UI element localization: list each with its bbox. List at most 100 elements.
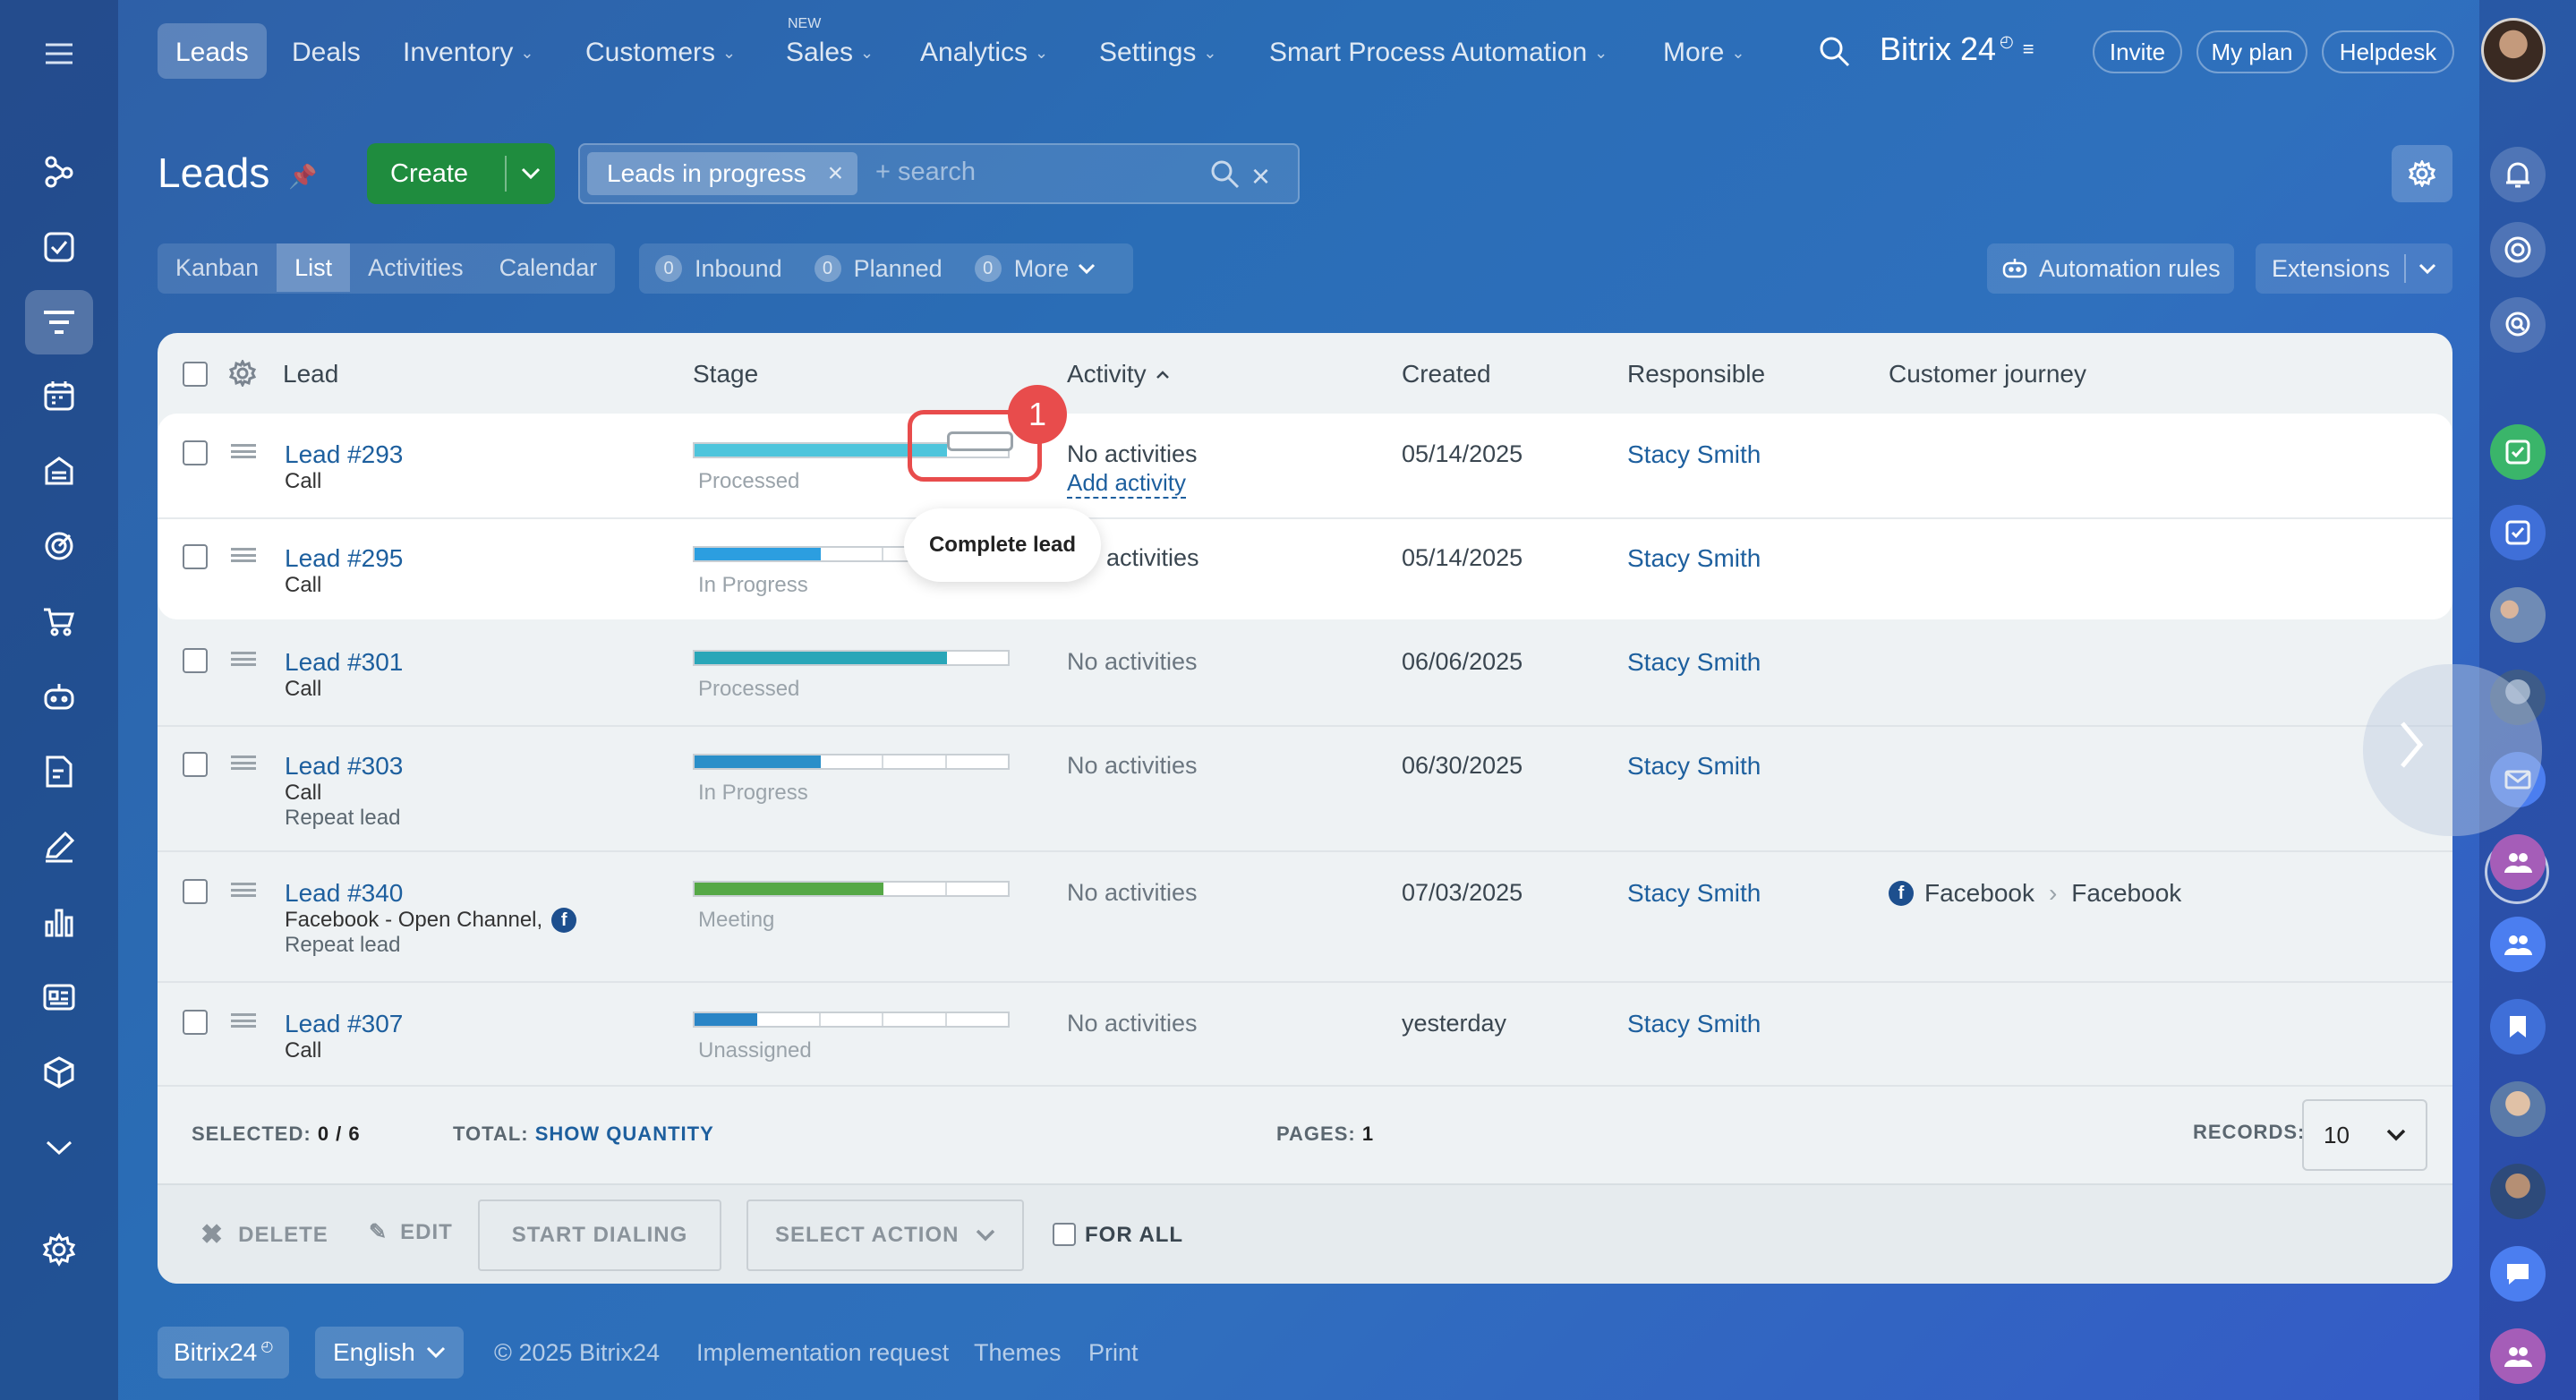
nav-item-deals[interactable]: Deals: [292, 38, 361, 67]
group-avatar[interactable]: [2490, 670, 2546, 725]
lead-link[interactable]: Lead #293: [285, 440, 404, 468]
tab-kanban[interactable]: Kanban: [175, 253, 260, 281]
stage-segment[interactable]: [820, 444, 884, 457]
drag-handle-icon[interactable]: [231, 444, 256, 458]
counter-planned[interactable]: 0 Planned: [814, 255, 943, 283]
scroll-right-button[interactable]: [2363, 664, 2542, 836]
stage-segment[interactable]: [820, 652, 884, 664]
close-icon[interactable]: ×: [827, 158, 844, 188]
drag-handle-icon[interactable]: [231, 652, 256, 666]
responsible-link[interactable]: Stacy Smith: [1627, 440, 1761, 468]
counter-inbound[interactable]: 0 Inbound: [655, 255, 782, 283]
responsible-link[interactable]: Stacy Smith: [1627, 544, 1761, 572]
print-link[interactable]: Print: [1088, 1339, 1139, 1366]
stage-segment[interactable]: [695, 444, 758, 457]
responsible-link[interactable]: Stacy Smith: [1627, 879, 1761, 907]
add-activity-link[interactable]: Add activity: [1067, 469, 1186, 499]
target-icon[interactable]: [2490, 222, 2546, 277]
column-header-responsible[interactable]: Responsible: [1627, 360, 1766, 388]
stage-progress-bar[interactable]: [693, 881, 1010, 897]
for-all-checkbox[interactable]: [1053, 1223, 1076, 1246]
stage-segment[interactable]: [821, 548, 884, 560]
lead-link[interactable]: Lead #340: [285, 879, 404, 907]
stage-segment[interactable]: [883, 1013, 947, 1026]
extensions-button[interactable]: Extensions: [2256, 243, 2452, 294]
search-icon[interactable]: [1210, 159, 1241, 190]
tab-list[interactable]: List: [277, 243, 351, 292]
stage-segment[interactable]: [947, 1013, 1008, 1026]
select-all-checkbox[interactable]: [183, 362, 208, 387]
pen-icon[interactable]: [36, 824, 82, 870]
drag-handle-icon[interactable]: [231, 548, 256, 562]
helpdesk-button[interactable]: Helpdesk: [2322, 30, 2454, 73]
chat-bubble-icon[interactable]: [2490, 1246, 2546, 1302]
drag-handle-icon[interactable]: [231, 883, 256, 897]
notifications-bell-icon[interactable]: [2490, 147, 2546, 202]
bookmark-icon[interactable]: [2490, 999, 2546, 1054]
contact-avatar[interactable]: [2490, 1164, 2546, 1219]
complete-lead-segment[interactable]: [947, 431, 1013, 451]
stage-progress-bar[interactable]: [693, 1012, 1010, 1028]
nav-item-settings[interactable]: Settings ⌄: [1099, 38, 1217, 67]
row-checkbox[interactable]: [183, 648, 208, 673]
stage-segment[interactable]: [695, 883, 758, 895]
stage-segment[interactable]: [757, 755, 821, 768]
column-header-customer-journey[interactable]: Customer journey: [1889, 360, 2086, 388]
automation-rules-button[interactable]: Automation rules: [1987, 243, 2234, 294]
tasks-icon[interactable]: [36, 224, 82, 270]
tab-calendar[interactable]: Calendar: [499, 253, 598, 281]
responsible-link[interactable]: Stacy Smith: [1627, 1010, 1761, 1037]
nav-item-smart-process-automation[interactable]: Smart Process Automation ⌄: [1269, 38, 1608, 67]
chevron-down-icon[interactable]: [36, 1124, 82, 1171]
implementation-request-link[interactable]: Implementation request: [696, 1339, 950, 1366]
stage-progress-bar[interactable]: [693, 442, 1010, 458]
calendar-icon[interactable]: [36, 372, 82, 419]
language-select[interactable]: English: [315, 1327, 464, 1379]
stage-segment[interactable]: [695, 1013, 758, 1026]
search-icon[interactable]: [1819, 36, 1851, 68]
delete-button[interactable]: ✖ DELETE: [200, 1220, 328, 1250]
stage-segment[interactable]: [695, 548, 758, 560]
row-checkbox[interactable]: [183, 544, 208, 569]
stage-segment[interactable]: [757, 652, 821, 664]
brand-logo[interactable]: Bitrix 24 ◴ ≡: [1880, 30, 2034, 67]
filter-search-box[interactable]: [578, 143, 1300, 204]
document-icon[interactable]: [36, 748, 82, 795]
my-plan-button[interactable]: My plan: [2196, 30, 2307, 73]
column-header-stage[interactable]: Stage: [693, 360, 759, 388]
analytics-icon[interactable]: [36, 899, 82, 945]
stage-segment[interactable]: [757, 444, 821, 457]
pin-icon[interactable]: 📌: [288, 163, 318, 190]
lead-link[interactable]: Lead #307: [285, 1010, 404, 1037]
row-checkbox[interactable]: [183, 1010, 208, 1035]
target-icon[interactable]: [36, 523, 82, 569]
nav-item-leads[interactable]: Leads: [175, 38, 249, 67]
invite-button[interactable]: Invite: [2093, 30, 2182, 73]
chevron-down-icon[interactable]: [505, 156, 555, 192]
crm-flow-icon[interactable]: [36, 149, 82, 195]
settings-gear-icon[interactable]: [36, 1226, 82, 1273]
drag-handle-icon[interactable]: [231, 755, 256, 770]
store-icon[interactable]: [36, 448, 82, 494]
show-quantity-link[interactable]: SHOW QUANTITY: [534, 1123, 714, 1145]
row-checkbox[interactable]: [183, 752, 208, 777]
lead-link[interactable]: Lead #303: [285, 752, 404, 780]
stage-segment[interactable]: [757, 1013, 821, 1026]
crm-filter-icon[interactable]: [25, 290, 93, 354]
task-check-icon[interactable]: [2490, 505, 2546, 560]
column-header-lead[interactable]: Lead: [283, 360, 339, 388]
responsible-link[interactable]: Stacy Smith: [1627, 752, 1761, 780]
footer-brand[interactable]: Bitrix24 ◴: [158, 1327, 290, 1379]
stage-segment[interactable]: [820, 883, 884, 895]
drag-handle-icon[interactable]: [231, 1013, 256, 1028]
user-avatar[interactable]: [2481, 18, 2546, 82]
chat-search-icon[interactable]: [2490, 297, 2546, 353]
search-input[interactable]: + search: [875, 158, 977, 186]
nav-item-customers[interactable]: Customers ⌄: [585, 38, 737, 67]
group-icon[interactable]: [2490, 834, 2546, 890]
column-header-activity[interactable]: Activity: [1067, 360, 1170, 388]
stage-progress-bar[interactable]: [693, 650, 1010, 666]
task-check-icon[interactable]: [2490, 424, 2546, 480]
themes-link[interactable]: Themes: [974, 1339, 1062, 1366]
news-icon[interactable]: [36, 974, 82, 1020]
